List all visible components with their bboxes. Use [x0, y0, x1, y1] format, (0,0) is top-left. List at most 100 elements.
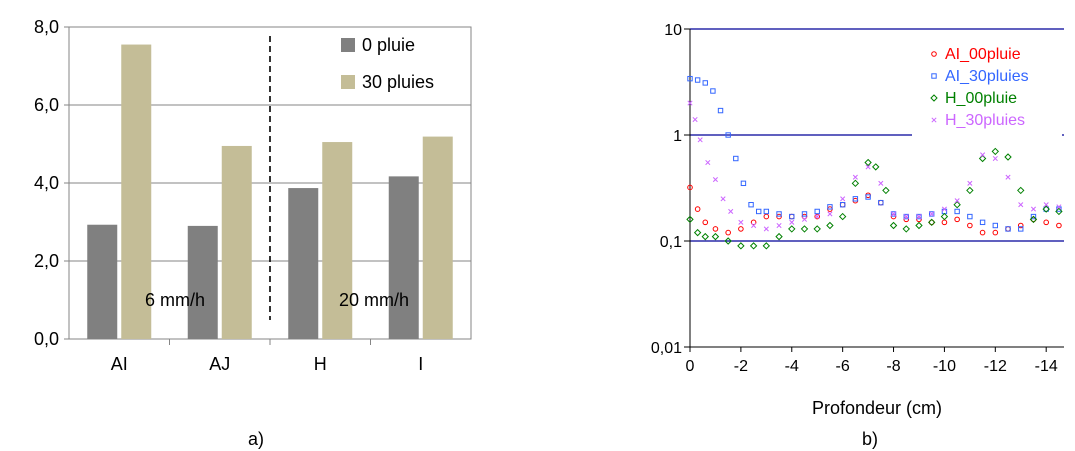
data-point: [738, 226, 744, 232]
x-tick-label: AI: [111, 354, 128, 374]
data-point: [728, 208, 734, 215]
x-tick-label: -10: [933, 358, 956, 375]
data-point: [953, 200, 961, 209]
x-tick-label: -6: [836, 358, 850, 375]
data-point: [916, 213, 922, 220]
data-point: [814, 214, 820, 220]
bar-30-pluies-H: [322, 142, 353, 339]
data-point: [725, 229, 731, 236]
data-point: [694, 206, 701, 212]
data-point: [814, 208, 820, 215]
data-point: [687, 75, 693, 82]
legend-label: AI_00pluie: [945, 46, 1021, 63]
series-AI_00pluie: [687, 184, 1062, 236]
data-point: [712, 176, 718, 183]
data-point: [748, 202, 754, 208]
data-point: [852, 174, 858, 180]
data-point: [755, 208, 762, 215]
data-point: [712, 226, 719, 232]
data-point: [941, 206, 947, 212]
legend-label: AI_30pluies: [945, 68, 1029, 85]
data-point: [954, 216, 960, 223]
legend-label: H_00pluie: [945, 90, 1017, 107]
data-point: [839, 202, 846, 208]
data-point: [992, 155, 998, 162]
legend-marker: [931, 117, 937, 123]
data-point: [979, 219, 986, 226]
data-point: [1018, 226, 1024, 232]
data-point: [979, 229, 986, 236]
data-point: [927, 218, 936, 227]
data-point: [697, 137, 703, 143]
series-H_30pluies: [687, 100, 1062, 232]
data-point: [878, 199, 884, 206]
data-point: [903, 214, 909, 220]
data-point: [872, 163, 880, 171]
data-point: [694, 77, 701, 83]
data-point: [702, 219, 709, 226]
x-tick-label: -2: [734, 358, 748, 375]
data-point: [1004, 153, 1012, 161]
data-point: [750, 219, 757, 226]
legend: AI_00pluie AI_30pluies H_00pluie H_30pluies: [912, 40, 1062, 136]
data-point: [1043, 202, 1049, 208]
data-point: [717, 107, 724, 114]
data-point: [1005, 226, 1011, 232]
data-point: [915, 221, 923, 230]
data-point: [701, 232, 709, 241]
bar-0-pluie-AI: [87, 224, 118, 339]
bar-chart-panel: 0,0 2,0 4,0 6,0 8,0 AI AJ H I 6 mm/h 20 mm/h 0 plui…: [34, 17, 472, 374]
data-point: [967, 213, 973, 220]
legend-background: [912, 40, 1062, 136]
data-point: [980, 152, 986, 158]
data-point: [1043, 219, 1049, 226]
data-point: [954, 198, 960, 204]
data-point: [693, 228, 702, 237]
data-point: [813, 225, 821, 233]
bar-30-pluies-I: [422, 136, 453, 339]
annotation-6-mm-h: 6 mm/h: [145, 290, 205, 310]
data-point: [839, 201, 846, 208]
data-point: [865, 194, 871, 200]
legend-marker: [931, 73, 937, 79]
data-point: [1056, 222, 1062, 229]
x-tick-label: -8: [886, 358, 900, 375]
data-point: [827, 211, 833, 217]
data-point: [686, 215, 694, 224]
data-point: [710, 88, 716, 94]
data-point: [692, 116, 698, 123]
data-point: [687, 184, 693, 191]
data-point: [763, 208, 770, 215]
data-point: [882, 186, 890, 195]
data-point: [1005, 226, 1011, 232]
data-point: [1017, 222, 1024, 229]
data-point: [705, 159, 711, 166]
series-H_00pluie: [686, 147, 1063, 250]
data-point: [1029, 215, 1038, 224]
annotation-20-mm-h: 20 mm/h: [339, 290, 409, 310]
data-point: [865, 164, 871, 170]
y-tick-label: 8,0: [34, 17, 59, 37]
data-point: [967, 222, 973, 229]
data-point: [814, 213, 821, 220]
data-point: [889, 221, 898, 230]
y-tick-label: 4,0: [34, 173, 59, 193]
data-point: [840, 196, 846, 202]
legend-label: 0 pluie: [362, 35, 415, 55]
data-point: [702, 80, 708, 86]
data-point: [902, 225, 910, 233]
data-point: [720, 196, 726, 202]
data-point: [890, 211, 897, 217]
data-point: [775, 232, 783, 241]
legend-label: 30 pluies: [362, 72, 434, 92]
legend-marker: [931, 51, 937, 57]
data-point: [763, 213, 770, 220]
data-point: [724, 237, 732, 245]
x-tick-label: -14: [1035, 358, 1058, 375]
data-point: [1005, 174, 1011, 180]
data-point: [929, 211, 935, 217]
data-point: [789, 213, 795, 220]
y-tick-label: 10: [664, 22, 682, 39]
data-point: [878, 199, 884, 206]
